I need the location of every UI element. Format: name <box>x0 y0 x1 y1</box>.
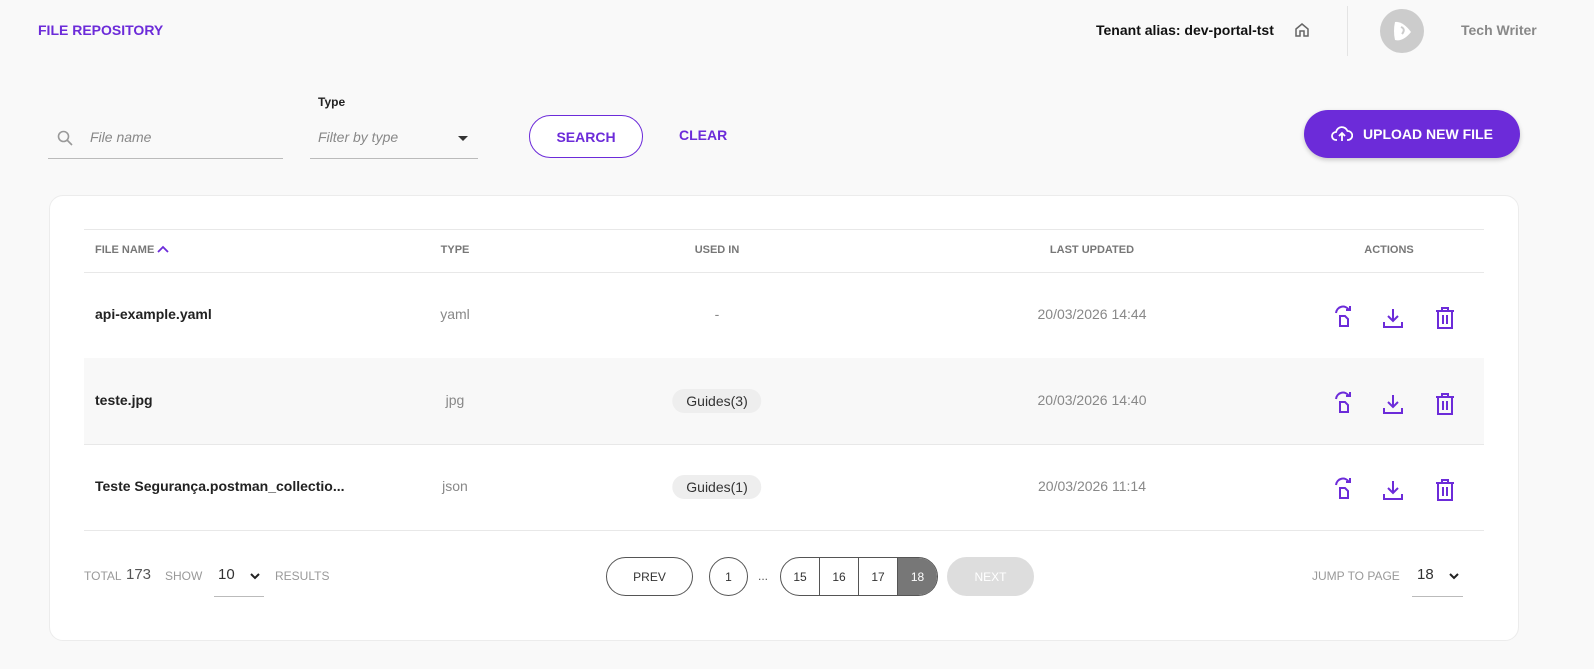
used-in: - <box>714 306 720 322</box>
page-size-select[interactable]: 10 <box>214 560 264 597</box>
total-label: TOTAL <box>84 569 122 583</box>
last-updated: 20/03/2026 11:14 <box>1038 478 1146 494</box>
replace-file-icon[interactable] <box>1334 476 1354 505</box>
user-name[interactable]: Tech Writer <box>1461 22 1537 38</box>
chevron-down-icon <box>1449 573 1459 580</box>
page-18-button[interactable]: 18 <box>898 558 937 595</box>
column-header-actions: ACTIONS <box>1364 244 1414 256</box>
type-filter-select[interactable]: Filter by type <box>310 118 478 159</box>
page-1-button[interactable]: 1 <box>709 557 748 596</box>
download-icon[interactable] <box>1382 479 1404 506</box>
divider <box>84 229 1484 230</box>
search-button[interactable]: SEARCH <box>529 115 643 158</box>
divider <box>1347 6 1348 56</box>
upload-new-file-button[interactable]: UPLOAD NEW FILE <box>1304 110 1520 158</box>
avatar[interactable] <box>1380 9 1424 53</box>
jump-to-page-select[interactable]: 18 <box>1412 560 1463 597</box>
clear-button[interactable]: CLEAR <box>679 127 728 143</box>
last-updated: 20/03/2026 14:44 <box>1037 306 1147 322</box>
file-name[interactable]: Teste Segurança.postman_collectio... <box>95 478 345 494</box>
divider <box>84 444 1484 445</box>
search-icon <box>57 130 73 146</box>
page-16-button[interactable]: 16 <box>820 558 859 595</box>
file-type: yaml <box>440 306 470 322</box>
table-row: Teste Segurança.postman_collectio... jso… <box>84 444 1484 531</box>
results-label: RESULTS <box>275 569 330 583</box>
file-type: jpg <box>445 392 465 408</box>
page-title: FILE REPOSITORY <box>38 22 164 38</box>
used-in-chip[interactable]: Guides(3) <box>672 389 762 413</box>
sort-asc-icon <box>157 245 169 253</box>
pagination-ellipsis: ... <box>758 569 769 583</box>
jump-to-page-label: JUMP TO PAGE <box>1312 569 1400 583</box>
divider <box>84 530 1484 531</box>
total-count: 173 <box>126 566 152 583</box>
type-placeholder: Filter by type <box>318 129 399 145</box>
replace-file-icon[interactable] <box>1334 390 1354 419</box>
last-updated: 20/03/2026 14:40 <box>1037 392 1147 408</box>
download-icon[interactable] <box>1382 393 1404 420</box>
show-label: SHOW <box>165 569 203 583</box>
column-header-last-updated: LAST UPDATED <box>1049 244 1135 256</box>
replace-file-icon[interactable] <box>1334 304 1354 333</box>
chevron-down-icon <box>250 573 260 580</box>
file-type: json <box>442 478 468 494</box>
column-header-used-in: USED IN <box>694 244 740 256</box>
download-icon[interactable] <box>1382 307 1404 334</box>
cloud-upload-icon <box>1331 126 1354 141</box>
table-row: api-example.yaml yaml - 20/03/2026 14:44 <box>84 272 1484 359</box>
page-17-button[interactable]: 17 <box>859 558 898 595</box>
divider <box>84 272 1484 273</box>
search-placeholder: File name <box>90 129 152 145</box>
file-name[interactable]: teste.jpg <box>95 392 153 408</box>
upload-label: UPLOAD NEW FILE <box>1363 126 1493 142</box>
file-name-search-input[interactable]: File name <box>48 118 283 159</box>
column-header-type: TYPE <box>440 244 470 256</box>
used-in-chip[interactable]: Guides(1) <box>672 475 762 499</box>
next-button[interactable]: NEXT <box>947 557 1034 596</box>
file-name[interactable]: api-example.yaml <box>95 306 212 322</box>
page-15-button[interactable]: 15 <box>781 558 820 595</box>
page-group: 15 16 17 18 <box>780 557 938 596</box>
table-row: teste.jpg jpg Guides(3) 20/03/2026 14:40 <box>84 358 1484 445</box>
delete-icon[interactable] <box>1435 393 1455 420</box>
delete-icon[interactable] <box>1435 479 1455 506</box>
delete-icon[interactable] <box>1435 307 1455 334</box>
tenant-alias: Tenant alias: dev-portal-tst <box>1096 22 1274 38</box>
caret-down-icon <box>458 136 468 141</box>
column-header-file-name[interactable]: FILE NAME <box>95 244 169 256</box>
prev-button[interactable]: PREV <box>606 557 693 596</box>
type-label: Type <box>318 95 346 109</box>
home-icon[interactable] <box>1294 22 1310 43</box>
